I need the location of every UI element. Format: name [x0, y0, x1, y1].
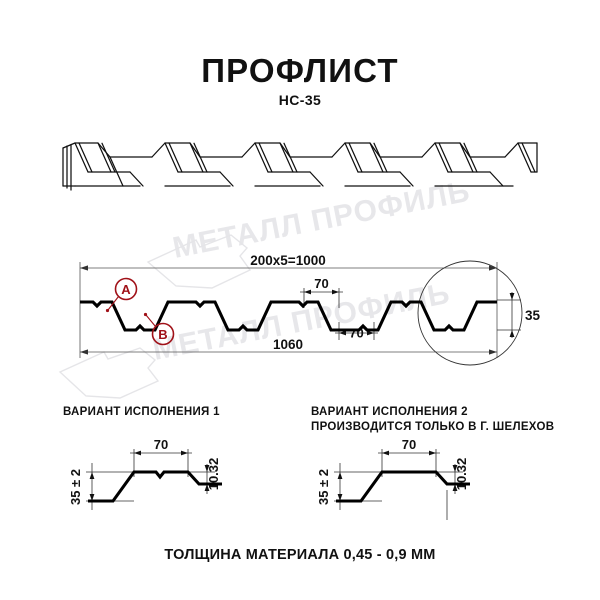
profile-polyline	[80, 300, 497, 332]
dim-top-flat: 70	[314, 276, 328, 291]
variant-1-heading-line-1: ВАРИАНТ ИСПОЛНЕНИЯ 1	[63, 406, 220, 418]
variant-1-dim-flat: 70	[154, 437, 168, 452]
iso-sheet-body	[63, 143, 537, 186]
variant-2-dim-flat: 70	[402, 437, 416, 452]
detail-circle	[417, 260, 523, 366]
page-title: ПРОФЛИСТ	[201, 52, 399, 89]
variant-2-profile	[336, 470, 470, 503]
callout-b	[143, 312, 175, 346]
callout-a-label: A	[121, 282, 131, 297]
dim-overall-top: 200x5=1000	[250, 253, 325, 268]
dim-overall-bottom: 1060	[273, 337, 303, 352]
dim-height: 35	[525, 308, 541, 323]
variant-1-dim-arrows	[89, 450, 210, 501]
variant-2-dim-height: 35 ± 2	[316, 469, 331, 505]
variant-1-dim-flange: 10.32	[206, 458, 221, 491]
variant-1-dim-height: 35 ± 2	[68, 469, 83, 505]
page-subtitle: НС-35	[278, 92, 322, 108]
section-dimension-arrows	[80, 265, 497, 355]
variant-2-heading: ВАРИАНТ ИСПОЛНЕНИЯ 2 ПРОИЗВОДИТСЯ ТОЛЬКО…	[311, 405, 554, 435]
iso-fold-lines	[62, 142, 538, 191]
section-dimension-lines	[79, 262, 498, 358]
footer-thickness-note: ТОЛЩИНА МАТЕРИАЛА 0,45 - 0,9 ММ	[164, 547, 436, 563]
watermark-logo-upper	[146, 234, 252, 289]
variant-2-heading-line-2: ПРОИЗВОДИТСЯ ТОЛЬКО В Г. ШЕЛЕХОВ	[311, 421, 555, 433]
variant-2-dim-flange: 10.32	[454, 458, 469, 491]
callout-b-label: B	[158, 327, 167, 342]
callout-a	[105, 277, 138, 313]
variant-2-dim-arrows	[337, 450, 458, 501]
variant-2-dim-lines	[334, 449, 463, 520]
variant-1-heading: ВАРИАНТ ИСПОЛНЕНИЯ 1	[63, 405, 220, 420]
watermark-logo-lower	[58, 347, 160, 399]
variant-2-heading-line-1: ВАРИАНТ ИСПОЛНЕНИЯ 2	[311, 406, 468, 418]
variant-1-profile	[88, 470, 222, 503]
